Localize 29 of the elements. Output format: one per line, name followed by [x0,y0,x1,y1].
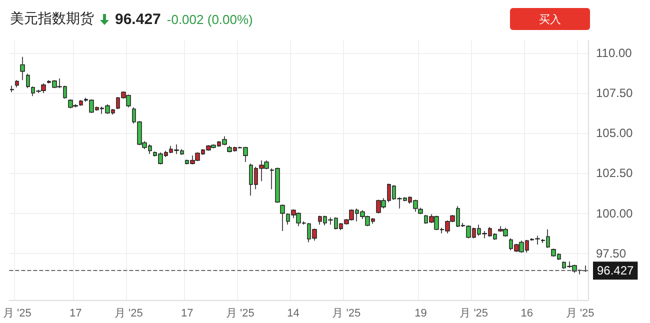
x-tick-label: 17 [180,308,194,320]
x-tick-label: 17 [69,308,82,320]
candlestick [15,80,19,88]
y-tick-label: 107.50 [596,86,634,100]
x-tick-label: 月 '25 [2,308,32,320]
y-tick-label: 100.00 [596,206,634,220]
x-tick-label: 16 [520,308,534,320]
candlestick [418,207,423,215]
x-tick-label: 19 [414,308,427,320]
text: 96.427 [115,10,161,28]
text: 买入 [510,8,590,30]
chart-title: 美元指数期货 [10,10,94,28]
x-tick-label: 月 '25 [332,308,361,320]
x-tick-label: 14 [287,308,300,320]
x-tick-label: 月 '25 [460,308,488,320]
ref-line-label: 96.427 [597,264,634,278]
candlestick [26,73,30,89]
x-tick-label: 月 '25 [566,308,594,320]
x-tick-label: 月 '25 [114,308,143,320]
x-tick-label: 月 '25 [226,308,254,320]
y-tick-label: 97.50 [596,246,626,260]
text: -0.002 (0.00%) [166,12,253,26]
candlestick [583,265,588,272]
y-tick-label: 105.00 [596,126,634,140]
y-tick-label: 110.00 [596,46,632,60]
candlestick [20,56,25,81]
candlestick [10,85,14,93]
y-tick-label: 102.50 [596,166,634,180]
candlestick [280,204,285,232]
